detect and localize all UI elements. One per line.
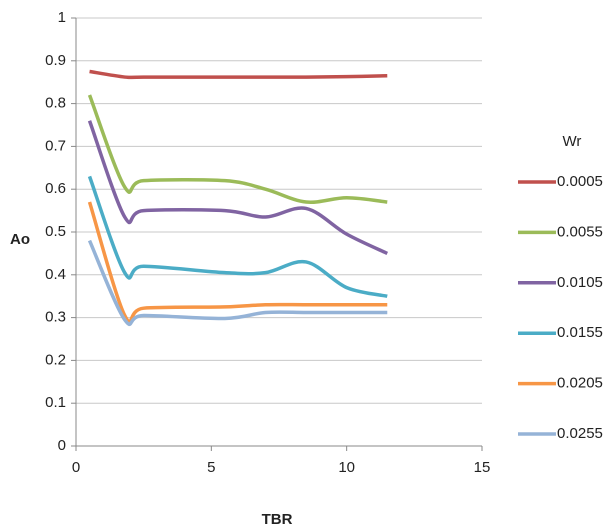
y-axis-label: Ao (10, 231, 30, 248)
y-tick-label: 0.9 (45, 52, 66, 69)
y-tick-label: 0 (58, 437, 66, 454)
y-tick-label: 0.8 (45, 95, 66, 112)
legend-title: Wr (563, 133, 582, 150)
y-tick-label: 0.5 (45, 223, 66, 240)
series-line (87, 175, 388, 298)
x-tick-label: 10 (338, 459, 355, 476)
series-line (87, 120, 389, 255)
x-tick-label: 5 (207, 459, 215, 476)
x-tick-label: 15 (474, 459, 491, 476)
legend-label: 0.0005 (557, 173, 603, 190)
legend-label: 0.0055 (557, 223, 603, 240)
legend-label: 0.0205 (557, 375, 603, 392)
y-tick-label: 0.2 (45, 351, 66, 368)
series-line (87, 94, 388, 205)
y-tick-label: 0.7 (45, 137, 66, 154)
legend-label: 0.0105 (557, 274, 603, 291)
y-tick-label: 0.6 (45, 180, 66, 197)
y-tick-label: 0.4 (45, 266, 66, 283)
legend-label: 0.0155 (557, 324, 603, 341)
series-line (87, 239, 388, 327)
x-axis-label: TBR (262, 511, 293, 528)
y-tick-label: 1 (58, 9, 66, 26)
legend-label: 0.0255 (557, 425, 603, 442)
y-tick-label: 0.1 (45, 394, 66, 411)
series-line (87, 201, 388, 324)
series-line (89, 69, 388, 80)
x-tick-label: 0 (72, 459, 80, 476)
y-tick-label: 0.3 (45, 309, 66, 326)
